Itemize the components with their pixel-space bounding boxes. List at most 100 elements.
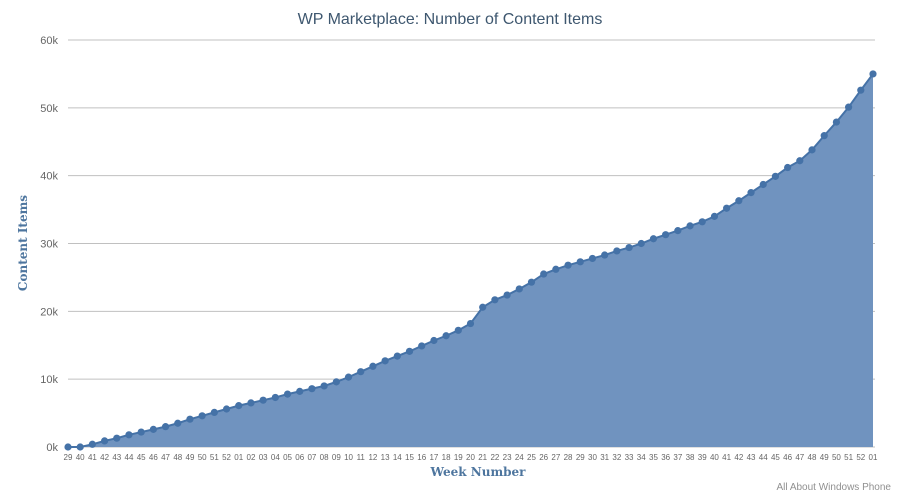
data-point [735, 197, 743, 205]
x-tick-label: 15 [405, 453, 414, 462]
x-tick-label: 37 [673, 453, 682, 462]
y-tick-label: 40k [40, 171, 58, 183]
x-tick-label: 52 [856, 453, 865, 462]
data-point [637, 239, 645, 248]
y-tick-label: 20k [40, 306, 58, 318]
chart-title: WP Marketplace: Number of Content Items [298, 11, 603, 28]
data-point [137, 428, 145, 436]
x-tick-label: 51 [210, 453, 219, 462]
x-tick-label: 20 [466, 453, 475, 462]
x-tick-label: 30 [588, 453, 597, 462]
data-point [149, 425, 157, 433]
data-point [808, 146, 816, 154]
data-point [405, 347, 414, 355]
data-point [308, 385, 316, 393]
x-tick-label: 23 [503, 453, 512, 462]
x-axis-title: Week Number [430, 465, 527, 479]
x-tick-label: 25 [527, 453, 536, 462]
x-tick-label: 44 [759, 453, 768, 462]
data-point [832, 118, 841, 126]
series-area [68, 73, 873, 448]
x-tick-label: 18 [442, 453, 451, 462]
x-tick-label: 31 [600, 453, 609, 462]
data-point [174, 419, 182, 427]
x-tick-label: 39 [698, 453, 707, 462]
x-tick-label: 35 [649, 453, 658, 462]
data-point [527, 278, 536, 286]
data-point [784, 163, 792, 172]
data-point [796, 157, 804, 165]
x-tick-label: 40 [710, 453, 719, 462]
x-tick-label: 52 [222, 453, 231, 462]
x-tick-label: 26 [539, 453, 548, 462]
x-tick-label: 38 [686, 453, 695, 462]
y-tick-label: 0k [46, 442, 58, 454]
y-tick-label: 50k [40, 103, 58, 115]
y-tick-label: 10k [40, 374, 58, 386]
x-axis-ticks: 29 40 41 42 43 44 45 46 47 48 49 50 51 52 01 02 03 04 05 06… [64, 453, 878, 462]
data-point [344, 373, 353, 381]
data-point [369, 362, 377, 370]
x-tick-label: 33 [625, 453, 634, 462]
data-point [710, 212, 719, 220]
data-point [491, 296, 499, 304]
x-tick-label: 09 [332, 453, 341, 462]
x-tick-label: 05 [283, 453, 292, 462]
gridlines [68, 39, 875, 448]
x-tick-label: 41 [88, 453, 97, 462]
data-point [357, 368, 365, 376]
data-point [100, 437, 109, 445]
series-points [64, 70, 877, 451]
x-tick-label: 12 [368, 453, 377, 462]
data-point [247, 399, 255, 407]
x-tick-label: 32 [612, 453, 621, 462]
data-point [601, 251, 609, 259]
data-point [454, 326, 462, 334]
x-tick-label: 34 [637, 453, 646, 462]
x-tick-label: 24 [515, 453, 524, 462]
x-tick-label: 14 [393, 453, 402, 462]
x-tick-label: 36 [661, 453, 670, 462]
data-point [820, 132, 828, 140]
x-tick-label: 48 [808, 453, 817, 462]
data-point [857, 86, 865, 94]
x-tick-label: 19 [454, 453, 463, 462]
x-tick-label: 44 [125, 453, 134, 462]
data-point [747, 189, 755, 197]
data-point [613, 247, 621, 255]
y-tick-label: 30k [40, 239, 58, 251]
x-tick-label: 29 [64, 453, 73, 462]
x-tick-label: 29 [576, 453, 585, 462]
data-point [283, 390, 292, 398]
data-point [320, 382, 328, 390]
x-tick-label: 51 [844, 453, 853, 462]
data-point [869, 70, 877, 78]
data-point [674, 227, 682, 235]
y-axis-ticks: 0k 10k 20k 30k 40k 50k 60k [40, 35, 58, 454]
x-tick-label: 43 [747, 453, 756, 462]
data-point [296, 387, 304, 395]
data-point [88, 440, 96, 448]
data-point [430, 336, 438, 345]
data-point [186, 415, 194, 423]
data-point [113, 434, 121, 442]
x-tick-label: 49 [186, 453, 195, 462]
data-point [759, 180, 767, 189]
data-point [625, 243, 633, 252]
data-point [198, 412, 206, 420]
data-point [662, 231, 670, 239]
data-point [222, 405, 231, 413]
data-point [552, 265, 560, 273]
x-tick-label: 28 [564, 453, 573, 462]
x-tick-label: 08 [320, 453, 329, 462]
x-tick-label: 21 [478, 453, 487, 462]
x-tick-label: 41 [722, 453, 731, 462]
x-tick-label: 01 [234, 453, 243, 462]
x-tick-label: 11 [357, 453, 366, 462]
data-point [393, 352, 401, 360]
data-point [466, 319, 475, 328]
x-tick-label: 43 [112, 453, 121, 462]
x-tick-label: 02 [247, 453, 256, 462]
data-point [381, 357, 389, 365]
x-tick-label: 45 [137, 453, 146, 462]
